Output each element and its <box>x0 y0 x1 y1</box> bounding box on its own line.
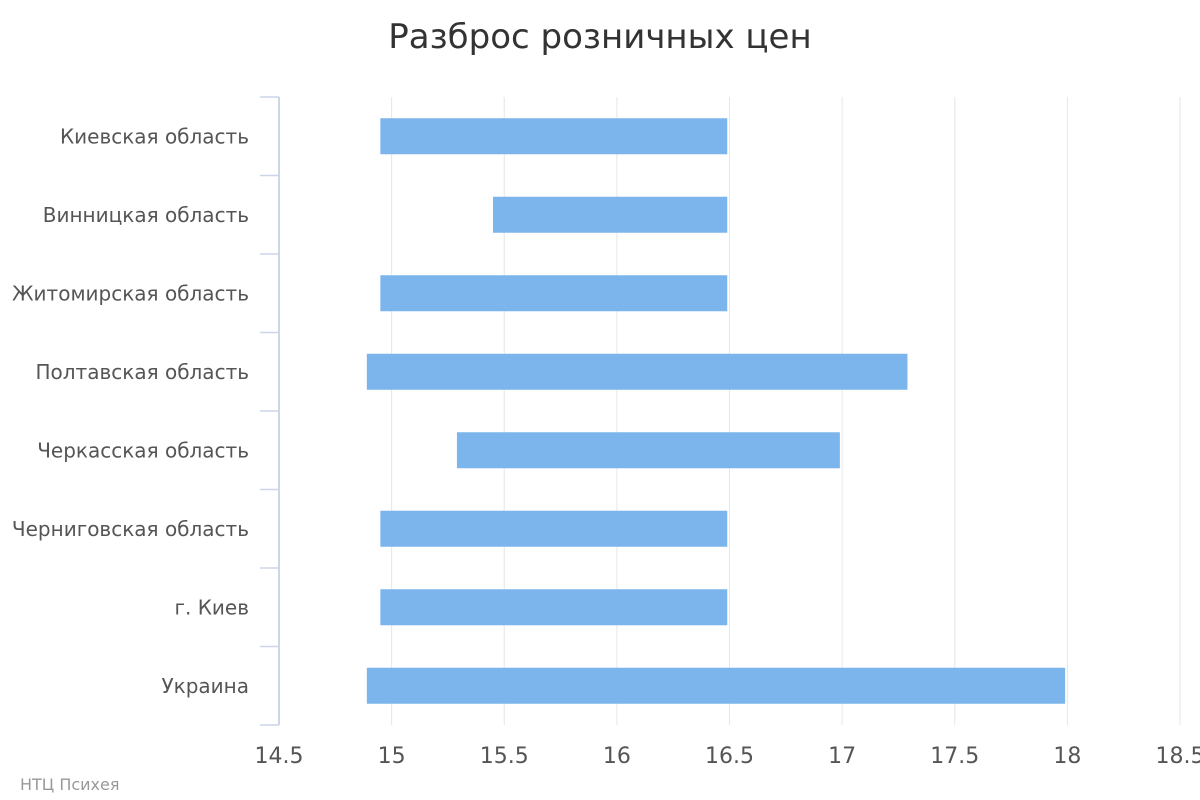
category-axis <box>260 96 280 726</box>
x-tick-label: 16 <box>603 744 631 769</box>
x-tick-label: 14.5 <box>255 744 304 769</box>
chart-title: Разброс розничных цен <box>388 17 811 57</box>
x-tick-label: 18 <box>1053 744 1081 769</box>
range-bar[interactable] <box>380 275 728 312</box>
x-tick-label: 15 <box>378 744 406 769</box>
grid-lines <box>391 97 1181 725</box>
x-tick-label: 18.5 <box>1156 744 1200 769</box>
value-axis-ticks: 14.5 15 15.5 16 16.5 17 17.5 18 18.5 <box>255 744 1200 769</box>
range-bar[interactable] <box>380 510 728 547</box>
category-label: Полтавская область <box>35 360 249 384</box>
range-bar[interactable] <box>380 589 728 626</box>
category-label: Житомирская область <box>12 281 249 305</box>
range-bar[interactable] <box>380 118 728 155</box>
range-bar[interactable] <box>366 667 1066 704</box>
range-bar[interactable] <box>366 353 908 390</box>
x-tick-label: 17 <box>828 744 856 769</box>
range-bar[interactable] <box>492 196 728 233</box>
category-label: г. Киев <box>174 595 249 619</box>
x-tick-label: 15.5 <box>480 744 529 769</box>
credit-text: НТЦ Психея <box>20 775 119 794</box>
bars <box>366 118 1066 704</box>
x-tick-label: 16.5 <box>705 744 754 769</box>
x-tick-label: 17.5 <box>930 744 979 769</box>
category-labels: Киевская область Винницкая область Житомир… <box>12 124 249 698</box>
category-label: Черниговская область <box>12 517 249 541</box>
range-bar[interactable] <box>456 432 840 469</box>
category-label: Киевская область <box>60 124 249 148</box>
category-label: Черкасская область <box>37 438 249 462</box>
category-label: Винницкая область <box>43 203 249 227</box>
category-label: Украина <box>161 674 249 698</box>
